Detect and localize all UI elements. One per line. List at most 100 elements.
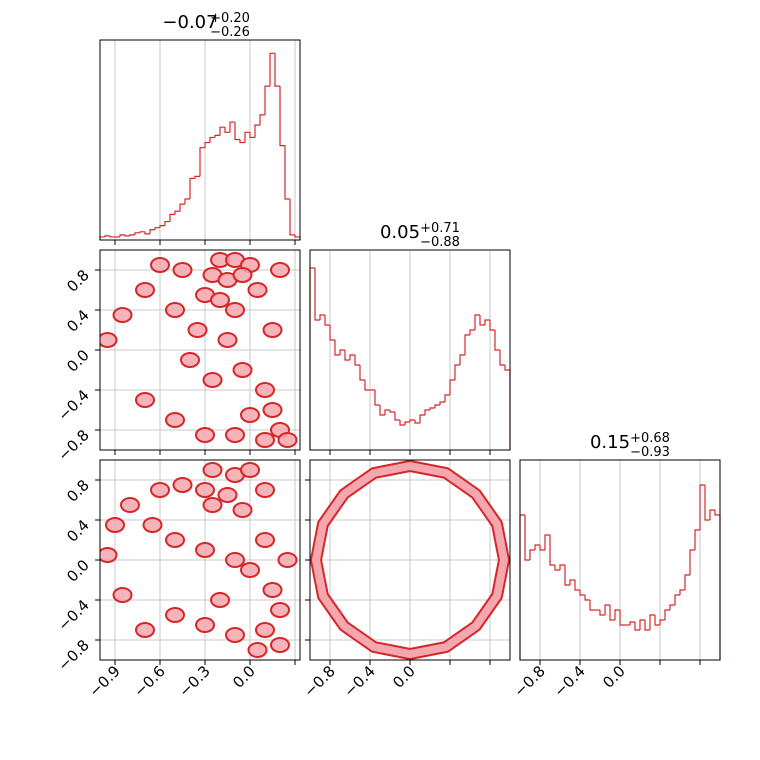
hist-step (694, 529, 700, 550)
hist-step (539, 545, 545, 551)
contour-blob (172, 477, 193, 493)
hist-step (704, 485, 710, 521)
contour-blob (202, 462, 223, 478)
contour-blob (217, 487, 238, 503)
hist-step (579, 590, 585, 596)
hist-step (674, 594, 680, 605)
contour-blob (120, 497, 141, 513)
hist-step (464, 334, 470, 355)
hist-step (229, 121, 236, 133)
x-tick-label: 0.0 (389, 662, 419, 692)
contour-blob (100, 547, 118, 563)
hist-step (194, 175, 201, 179)
hist-step (234, 122, 240, 141)
contour-blob (135, 392, 156, 408)
hist-step (199, 147, 206, 177)
hist-step (684, 574, 690, 590)
x-tick-label: 0.0 (229, 662, 259, 692)
hist-step (664, 609, 670, 620)
x-tick-label: 0.0 (599, 662, 629, 692)
x-tick-label: −0.9 (85, 662, 123, 700)
y-tick-label: −0.4 (54, 386, 92, 424)
contour-blob (255, 622, 276, 638)
hist-step (679, 589, 685, 595)
contour-blob (225, 427, 246, 443)
panel-frame (519, 459, 721, 661)
hist-step (669, 604, 675, 610)
hist-step (364, 380, 370, 391)
hist-step (149, 229, 156, 234)
hist-step (474, 314, 480, 330)
contour-blob (112, 307, 133, 323)
y-tick-label: 0.4 (63, 306, 93, 336)
hist-step (649, 614, 655, 630)
contour-blob (240, 562, 261, 578)
hist-step (604, 604, 610, 615)
hist-step (259, 114, 266, 126)
contour-blob (165, 532, 186, 548)
title-value: 0.05 (380, 222, 420, 243)
hist-step (659, 619, 665, 625)
hist-step (134, 232, 141, 235)
contour-blob (277, 552, 298, 568)
hist-step (274, 53, 281, 87)
contour-blob (270, 602, 291, 618)
hist-step (129, 234, 135, 236)
y-tick-label: −0.8 (54, 636, 92, 674)
contour-blob (270, 637, 291, 653)
contours (100, 252, 298, 448)
hist-step (204, 141, 210, 148)
hist-step (289, 198, 296, 236)
hist-step (479, 315, 485, 326)
contour-blob (270, 262, 291, 278)
contour-blob (232, 502, 253, 518)
y-tick-label: 0.0 (63, 556, 93, 586)
hist-step (639, 619, 645, 630)
contour-blob (225, 552, 246, 568)
hist-step (264, 85, 270, 115)
hist-step (314, 268, 320, 321)
hist-step (104, 235, 111, 237)
panel-frame (99, 249, 301, 451)
hist-step (424, 409, 430, 415)
hist-step (504, 365, 511, 450)
hist-step (394, 412, 400, 421)
hist-step (329, 325, 335, 341)
hist-step (324, 315, 330, 326)
hist-step (634, 622, 640, 631)
contour-blob (210, 592, 231, 608)
hist-step (159, 225, 165, 228)
hist-step (574, 580, 580, 591)
contour-blob (112, 587, 133, 603)
hist-step (189, 177, 195, 199)
hist-step (699, 484, 705, 530)
contour-blob (255, 382, 276, 398)
hist-step (499, 350, 505, 366)
panel-frame (309, 459, 511, 661)
hist-step (184, 198, 191, 205)
y-tick-label: −0.8 (54, 426, 92, 464)
hist-step (549, 535, 555, 566)
contour-blob (217, 332, 238, 348)
panel: −0.9 −0.6 −0.3 0.0 0.8 0.4 0.0 −0.4−0.8 (54, 459, 301, 701)
hist-step (584, 595, 590, 601)
hist-step (414, 420, 420, 424)
hist-step (209, 136, 216, 143)
contour-blob (255, 532, 276, 548)
hist-step (564, 565, 570, 586)
hist-step (484, 319, 490, 325)
title-value: −0.07 (162, 12, 217, 33)
hist-step (339, 349, 345, 355)
hist-step (409, 419, 415, 422)
contour-blob (277, 432, 298, 448)
hist-step (494, 330, 500, 351)
title-sup: +0.71 (420, 221, 460, 236)
hist-step (269, 52, 276, 87)
contour-blob (187, 322, 208, 338)
contour-blob (232, 362, 253, 378)
contour-blob (255, 432, 276, 448)
hist-step (609, 605, 615, 621)
hist-step (224, 127, 231, 133)
hist-step (119, 234, 126, 237)
hist-step (629, 621, 635, 625)
